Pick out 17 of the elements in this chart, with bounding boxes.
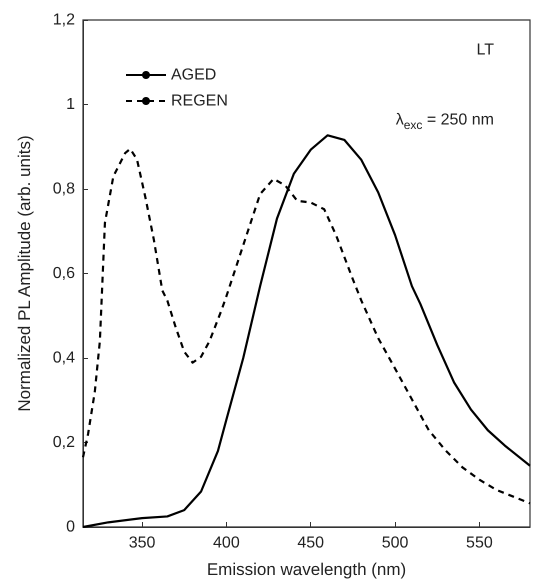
y-tick-label: 1 <box>66 96 76 113</box>
legend-label: REGEN <box>171 92 228 110</box>
y-tick-label: 0,6 <box>52 265 76 282</box>
y-tick-label: 0,4 <box>52 350 76 366</box>
y-tick-label: 0 <box>66 518 76 536</box>
annotation: LT <box>476 42 494 58</box>
y-tick-label: 1,2 <box>52 12 76 28</box>
x-tick-label: 350 <box>128 534 156 552</box>
y-tick-label: 0,2 <box>52 434 76 451</box>
x-tick-label: 450 <box>297 534 324 552</box>
y-axis-title: Normalized PL Amplitude (arb. units) <box>15 135 34 412</box>
x-tick-label: 400 <box>213 534 240 552</box>
x-tick-label: 550 <box>466 534 493 552</box>
x-tick-label: 500 <box>382 534 408 552</box>
legend-label: AGED <box>171 66 216 84</box>
x-axis-title: Emission wavelength (nm) <box>206 560 406 579</box>
y-tick-label: 0,8 <box>52 180 76 198</box>
